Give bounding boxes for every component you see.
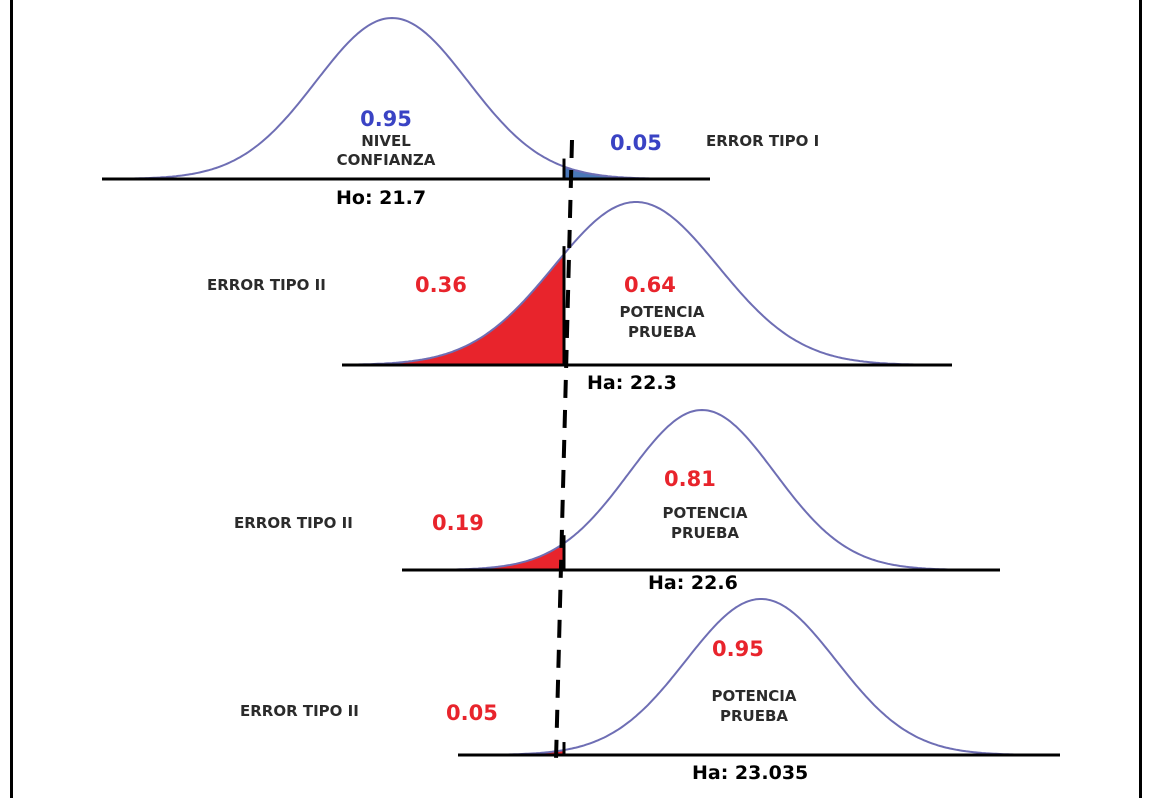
beta-region: [342, 254, 564, 365]
error-tipo-2-label: ERROR TIPO II: [207, 276, 326, 294]
ha-mean-label: Ha: 22.3: [587, 372, 677, 394]
error-tipo-2-value: 0.36: [415, 273, 467, 297]
potencia-value: 0.95: [712, 637, 764, 661]
panel-ha-2: ERROR TIPO II 0.19 0.81 POTENCIA PRUEBA …: [234, 467, 748, 594]
error-tipo-1-label: ERROR TIPO I: [706, 132, 819, 150]
nivel-confianza-value: 0.95: [360, 107, 412, 131]
nivel-confianza-label-line2: CONFIANZA: [337, 151, 436, 169]
potencia-value: 0.81: [664, 467, 716, 491]
beta-region: [402, 543, 564, 570]
potencia-label-line2: PRUEBA: [720, 707, 788, 725]
potencia-value: 0.64: [624, 273, 676, 297]
critical-dashed-line: [554, 139, 574, 761]
potencia-label-line1: POTENCIA: [620, 303, 705, 321]
ha-mean-label: Ha: 23.035: [692, 762, 808, 784]
ha-curve-3: [458, 598, 1060, 756]
error-tipo-2-label: ERROR TIPO II: [240, 702, 359, 720]
panel-ho: 0.95 NIVEL CONFIANZA 0.05 ERROR TIPO I H…: [336, 107, 819, 209]
ho-curve: [102, 16, 710, 180]
error-tipo-1-value: 0.05: [610, 131, 662, 155]
frame-right-border: [1139, 0, 1142, 798]
curve-shapes: [102, 16, 1060, 761]
potencia-label-line2: PRUEBA: [628, 323, 696, 341]
ha-curve-2: [402, 408, 1000, 571]
potencia-label-line2: PRUEBA: [671, 524, 739, 542]
ho-mean-label: Ho: 21.7: [336, 187, 426, 209]
ha-curve-1: [342, 201, 952, 366]
potencia-label-line1: POTENCIA: [712, 687, 797, 705]
error-tipo-2-value: 0.19: [432, 511, 484, 535]
panel-ha-3: ERROR TIPO II 0.05 0.95 POTENCIA PRUEBA …: [240, 637, 808, 784]
error-tipo-2-label: ERROR TIPO II: [234, 514, 353, 532]
frame-left-border: [10, 0, 13, 798]
ha-mean-label: Ha: 22.6: [648, 572, 738, 594]
panel-ha-1: ERROR TIPO II 0.36 0.64 POTENCIA PRUEBA …: [207, 273, 705, 394]
potencia-label-line1: POTENCIA: [663, 504, 748, 522]
nivel-confianza-label-line1: NIVEL: [361, 132, 411, 150]
error-tipo-2-value: 0.05: [446, 701, 498, 725]
